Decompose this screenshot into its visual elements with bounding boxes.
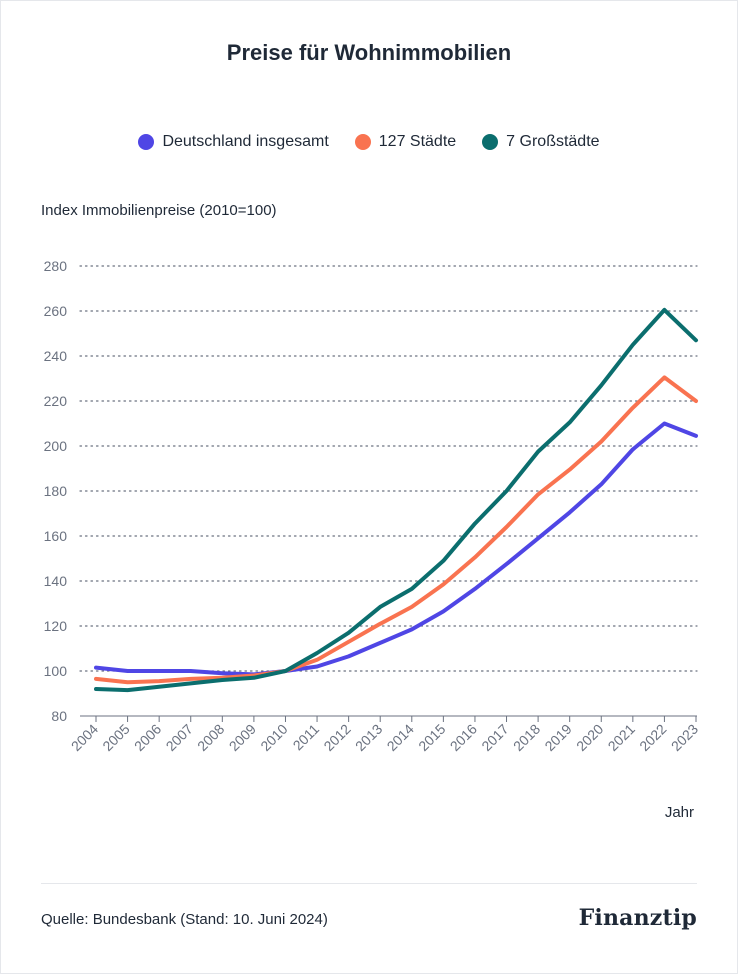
x-tick-label: 2023 [668, 721, 701, 754]
y-axis-label: Index Immobilienpreise (2010=100) [41, 202, 277, 219]
y-tick-label: 140 [44, 573, 68, 589]
legend-label: Deutschland insgesamt [162, 133, 329, 150]
y-tick-label: 100 [44, 663, 68, 679]
x-tick-label: 2010 [257, 721, 290, 754]
legend-marker [138, 134, 155, 150]
finanztip-logo: Finanztip [578, 905, 697, 931]
x-tick-label: 2004 [68, 721, 101, 754]
legend-marker [354, 134, 371, 150]
legend: Deutschland insgesamt 127 Städte 7 Großs… [0, 133, 738, 151]
x-tick-label: 2018 [510, 721, 543, 754]
line-chart: 80 100 120 140 160 180 200 220 240 260 280 20042005… [44, 258, 702, 754]
y-tick-label: 240 [44, 348, 68, 364]
x-tick-label: 2020 [573, 721, 606, 754]
y-tick-label: 200 [44, 438, 68, 454]
divider [41, 883, 697, 884]
x-tick-label: 2016 [447, 721, 480, 754]
legend-label: 7 Großstädte [506, 133, 600, 150]
x-tick-label: 2012 [320, 721, 353, 754]
source-note: Quelle: Bundesbank (Stand: 10. Juni 2024… [41, 911, 328, 928]
x-tick-label: 2009 [226, 721, 259, 754]
chart-title: Preise für Wohnimmobilien [226, 40, 512, 65]
y-tick-label: 260 [44, 303, 68, 319]
x-tick-label: 2021 [605, 721, 638, 754]
x-tick-label: 2017 [478, 721, 511, 754]
x-tick-label: 2019 [541, 721, 574, 754]
x-tick-label: 2006 [131, 721, 164, 754]
x-tick-label: 2013 [352, 721, 385, 754]
x-tick-label: 2022 [636, 721, 669, 754]
x-tick-label: 2015 [415, 721, 448, 754]
series-line [94, 375, 698, 685]
y-tick-label: 80 [51, 708, 67, 724]
x-tick-label: 2014 [384, 721, 417, 754]
legend-label: 127 Städte [378, 133, 457, 150]
legend-item-7-grossstaedte: 7 Großstädte [482, 133, 600, 151]
y-tick-label: 280 [44, 258, 68, 274]
y-tick-label: 220 [44, 393, 68, 409]
series-line [94, 307, 698, 693]
legend-item-deutschland: Deutschland insgesamt [138, 133, 329, 151]
x-tick-label: 2005 [99, 721, 132, 754]
legend-marker [482, 134, 499, 150]
x-tick-label: 2008 [194, 721, 227, 754]
y-tick-label: 180 [44, 483, 68, 499]
legend-item-127-staedte: 127 Städte [354, 133, 457, 151]
y-tick-label: 160 [44, 528, 68, 544]
x-tick-label: 2007 [163, 721, 196, 754]
x-tick-label: 2011 [290, 721, 323, 754]
series-line [94, 421, 698, 677]
y-tick-label: 120 [44, 618, 68, 634]
x-axis-label: Jahr [664, 804, 694, 821]
